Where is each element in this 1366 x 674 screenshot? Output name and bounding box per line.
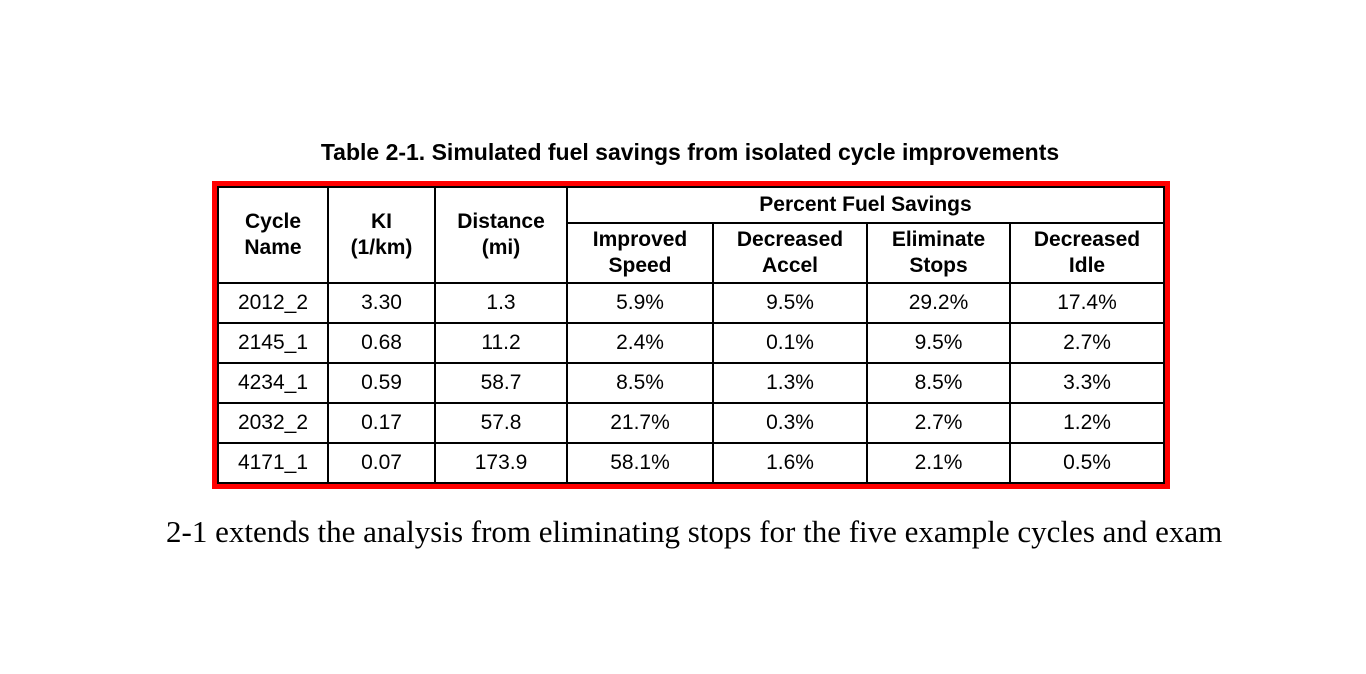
table-cell: 1.3 — [434, 282, 568, 324]
table-cell: 11.2 — [434, 322, 568, 364]
table-cell: 2012_2 — [217, 282, 329, 324]
table-cell: 2032_2 — [217, 402, 329, 444]
header-row-sub: Improved Speed Decreased Accel Eliminate… — [218, 222, 1165, 284]
table-cell: 5.9% — [566, 282, 714, 324]
table-cell: 0.68 — [327, 322, 436, 364]
fuel-savings-table-frame: Cycle Name KI (1/km) Distance (mi) Perce… — [212, 181, 1170, 489]
header-distance: Distance (mi) — [434, 186, 568, 284]
fuel-savings-table: Cycle Name KI (1/km) Distance (mi) Perce… — [217, 186, 1165, 484]
header-percent-fuel-savings: Percent Fuel Savings — [566, 186, 1165, 224]
table-cell: 8.5% — [566, 362, 714, 404]
table-cell: 0.5% — [1009, 442, 1165, 484]
table-cell: 3.30 — [327, 282, 436, 324]
table-cell: 8.5% — [866, 362, 1011, 404]
table-cell: 173.9 — [434, 442, 568, 484]
table-cell: 57.8 — [434, 402, 568, 444]
table-cell: 58.1% — [566, 442, 714, 484]
table-cell: 1.2% — [1009, 402, 1165, 444]
body-text: 2-1 extends the analysis from eliminatin… — [166, 514, 1223, 549]
table-cell: 1.6% — [712, 442, 868, 484]
table-cell: 0.3% — [712, 402, 868, 444]
table-cell: 2.7% — [866, 402, 1011, 444]
table-cell: 0.07 — [327, 442, 436, 484]
header-cycle-name: Cycle Name — [217, 186, 329, 284]
table-cell: 9.5% — [712, 282, 868, 324]
table-cell: 0.1% — [712, 322, 868, 364]
table-cell: 0.17 — [327, 402, 436, 444]
table-title: Table 2-1. Simulated fuel savings from i… — [320, 139, 1060, 165]
table-cell: 2.7% — [1009, 322, 1165, 364]
table-cell: 29.2% — [866, 282, 1011, 324]
header-row-group: Cycle Name KI (1/km) Distance (mi) Perce… — [217, 186, 1165, 284]
header-decreased-idle: Decreased Idle — [1009, 222, 1165, 284]
table-cell: 21.7% — [566, 402, 714, 444]
table-row: 2145_1 0.68 11.2 2.4% 0.1% 9.5% 2.7% — [217, 322, 1165, 364]
table-cell: 17.4% — [1009, 282, 1165, 324]
table-row: 4234_1 0.59 58.7 8.5% 1.3% 8.5% 3.3% — [217, 362, 1165, 404]
table-cell: 0.59 — [327, 362, 436, 404]
table-cell: 2145_1 — [217, 322, 329, 364]
table-row: 2012_2 3.30 1.3 5.9% 9.5% 29.2% 17.4% — [217, 282, 1165, 324]
header-eliminate-stops: Eliminate Stops — [866, 222, 1011, 284]
header-decreased-accel: Decreased Accel — [712, 222, 868, 284]
table-cell: 2.1% — [866, 442, 1011, 484]
table-cell: 2.4% — [566, 322, 714, 364]
table-row: 4171_1 0.07 173.9 58.1% 1.6% 2.1% 0.5% — [217, 442, 1165, 484]
table-cell: 1.3% — [712, 362, 868, 404]
table-cell: 9.5% — [866, 322, 1011, 364]
table-cell: 3.3% — [1009, 362, 1165, 404]
header-ki: KI (1/km) — [327, 186, 436, 284]
header-improved-speed: Improved Speed — [566, 222, 714, 284]
table-row: 2032_2 0.17 57.8 21.7% 0.3% 2.7% 1.2% — [217, 402, 1165, 444]
table-cell: 4171_1 — [217, 442, 329, 484]
table-cell: 4234_1 — [217, 362, 329, 404]
table-cell: 58.7 — [434, 362, 568, 404]
